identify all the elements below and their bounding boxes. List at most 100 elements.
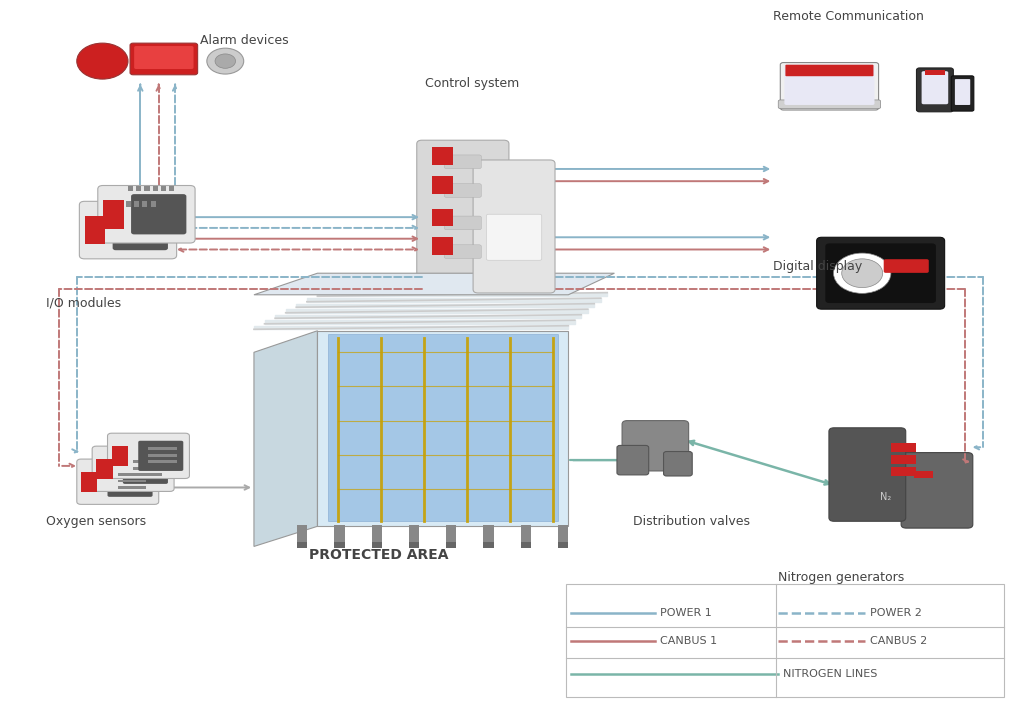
FancyBboxPatch shape — [444, 155, 481, 169]
Circle shape — [834, 253, 891, 293]
FancyBboxPatch shape — [97, 186, 195, 243]
Bar — [136, 186, 141, 191]
Text: POWER 2: POWER 2 — [870, 608, 923, 618]
Bar — [96, 459, 113, 479]
Bar — [432, 209, 453, 226]
Bar — [133, 467, 162, 470]
Bar — [118, 473, 146, 476]
Bar — [432, 147, 453, 165]
FancyBboxPatch shape — [922, 71, 948, 104]
Bar — [144, 186, 150, 191]
Circle shape — [207, 48, 244, 74]
Text: Control system: Control system — [425, 77, 519, 90]
FancyBboxPatch shape — [784, 65, 874, 105]
Bar — [891, 443, 916, 452]
FancyBboxPatch shape — [131, 194, 186, 234]
Bar — [297, 525, 307, 543]
FancyBboxPatch shape — [79, 201, 176, 259]
Bar — [409, 542, 419, 548]
Polygon shape — [254, 331, 317, 546]
Bar — [118, 480, 146, 482]
FancyBboxPatch shape — [123, 454, 168, 484]
Text: I/O modules: I/O modules — [46, 296, 121, 309]
Bar — [126, 201, 131, 207]
FancyBboxPatch shape — [623, 421, 689, 471]
FancyBboxPatch shape — [113, 210, 168, 250]
FancyBboxPatch shape — [901, 453, 973, 528]
Bar — [148, 454, 177, 457]
Circle shape — [77, 43, 128, 79]
Bar — [334, 542, 344, 548]
Bar — [446, 542, 457, 548]
Text: CANBUS 1: CANBUS 1 — [660, 636, 718, 646]
Bar — [372, 525, 382, 543]
FancyBboxPatch shape — [916, 68, 953, 111]
Bar — [161, 186, 166, 191]
Text: POWER 1: POWER 1 — [660, 608, 713, 618]
Bar — [891, 455, 916, 464]
FancyBboxPatch shape — [817, 237, 944, 309]
Bar — [334, 525, 344, 543]
Text: Oxygen sensors: Oxygen sensors — [46, 516, 146, 528]
Text: Nitrogen generators: Nitrogen generators — [778, 571, 904, 584]
Polygon shape — [328, 334, 558, 521]
Text: PROTECTED AREA: PROTECTED AREA — [309, 549, 449, 562]
Bar — [153, 186, 158, 191]
Polygon shape — [254, 273, 614, 295]
Bar — [521, 542, 531, 548]
FancyBboxPatch shape — [444, 216, 481, 230]
Polygon shape — [317, 331, 568, 526]
Text: Remote Communication: Remote Communication — [773, 10, 924, 23]
Bar — [133, 460, 162, 463]
Bar — [112, 446, 128, 466]
Bar — [81, 472, 97, 492]
FancyBboxPatch shape — [884, 259, 929, 273]
Bar — [483, 542, 494, 548]
Bar — [118, 201, 123, 207]
Bar — [566, 584, 1004, 697]
FancyBboxPatch shape — [417, 140, 509, 291]
Bar — [521, 525, 531, 543]
FancyBboxPatch shape — [134, 46, 194, 69]
Bar — [169, 186, 174, 191]
FancyBboxPatch shape — [829, 428, 905, 521]
Bar — [133, 473, 162, 476]
Bar — [297, 542, 307, 548]
Bar — [483, 525, 494, 543]
Bar — [148, 460, 177, 463]
Bar — [925, 70, 945, 75]
Bar — [151, 201, 156, 207]
FancyBboxPatch shape — [130, 43, 198, 75]
Text: NITROGEN LINES: NITROGEN LINES — [783, 669, 878, 679]
Bar — [558, 525, 568, 543]
Circle shape — [215, 54, 236, 68]
FancyBboxPatch shape — [778, 100, 881, 109]
Bar — [558, 542, 568, 548]
Bar — [891, 467, 916, 476]
Bar — [134, 201, 139, 207]
Bar — [432, 176, 453, 194]
Bar — [128, 186, 133, 191]
Text: Alarm devices: Alarm devices — [200, 34, 289, 47]
Text: Digital display: Digital display — [773, 260, 862, 273]
Bar — [110, 201, 115, 207]
FancyBboxPatch shape — [444, 183, 481, 198]
FancyBboxPatch shape — [616, 446, 649, 475]
Text: CANBUS 2: CANBUS 2 — [870, 636, 928, 646]
FancyBboxPatch shape — [108, 467, 153, 497]
FancyBboxPatch shape — [954, 79, 971, 105]
Bar — [446, 525, 457, 543]
Text: Distribution valves: Distribution valves — [633, 516, 750, 528]
FancyBboxPatch shape — [664, 452, 692, 476]
FancyBboxPatch shape — [825, 243, 936, 303]
FancyBboxPatch shape — [108, 433, 189, 479]
Circle shape — [842, 259, 883, 288]
FancyBboxPatch shape — [951, 75, 974, 111]
Bar — [372, 542, 382, 548]
FancyBboxPatch shape — [444, 244, 481, 259]
FancyBboxPatch shape — [77, 459, 159, 505]
Text: N₂: N₂ — [881, 492, 891, 502]
FancyBboxPatch shape — [473, 160, 555, 293]
FancyBboxPatch shape — [138, 441, 183, 471]
Bar — [118, 486, 146, 489]
